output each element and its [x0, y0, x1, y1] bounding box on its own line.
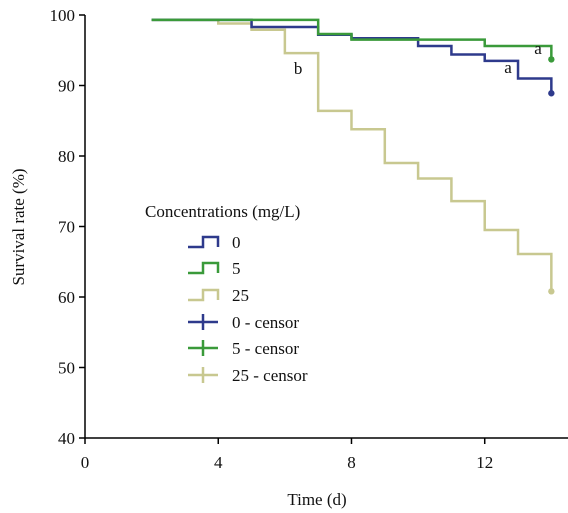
y-axis-title: Survival rate (%)	[9, 168, 28, 285]
legend-label: 25 - censor	[232, 366, 308, 385]
legend-swatch-0	[188, 235, 220, 249]
x-tick-label: 8	[347, 453, 356, 472]
y-tick-label: 90	[58, 77, 75, 96]
significance-letter: a	[504, 58, 512, 77]
legend-label: 0 - censor	[232, 313, 299, 332]
series-layer	[151, 18, 555, 295]
y-tick-label: 70	[58, 218, 75, 237]
x-tick-label: 12	[476, 453, 493, 472]
legend-label: 0	[232, 233, 241, 252]
series-line-5	[151, 18, 553, 60]
censor-point-5	[548, 56, 555, 63]
y-tick-label: 100	[50, 6, 76, 25]
annotations: a a b	[294, 39, 542, 78]
legend-censor-swatch-5	[188, 340, 218, 356]
significance-letter: a	[534, 39, 542, 58]
y-tick-label: 40	[58, 429, 75, 448]
legend-censor-swatch-0	[188, 314, 218, 330]
censor-point-25	[548, 288, 555, 295]
legend-label: 25	[232, 286, 249, 305]
x-tick-label: 0	[81, 453, 90, 472]
legend-label: 5	[232, 259, 241, 278]
y-tick-label: 50	[58, 359, 75, 378]
x-tick-label: 4	[214, 453, 223, 472]
legend-swatch-25	[188, 288, 220, 302]
legend-title: Concentrations (mg/L)	[145, 202, 300, 221]
significance-letter: b	[294, 59, 303, 78]
y-tick-label: 60	[58, 288, 75, 307]
legend-swatch-5	[188, 261, 220, 275]
legend: Concentrations (mg/L) 0 5 25 0 - censor 5 - c…	[145, 202, 308, 385]
x-axis-title: Time (d)	[287, 490, 346, 509]
censor-point-0	[548, 90, 555, 97]
series-line-0	[151, 18, 553, 94]
y-tick-label: 80	[58, 147, 75, 166]
legend-censor-swatch-25	[188, 367, 218, 383]
legend-label: 5 - censor	[232, 339, 299, 358]
